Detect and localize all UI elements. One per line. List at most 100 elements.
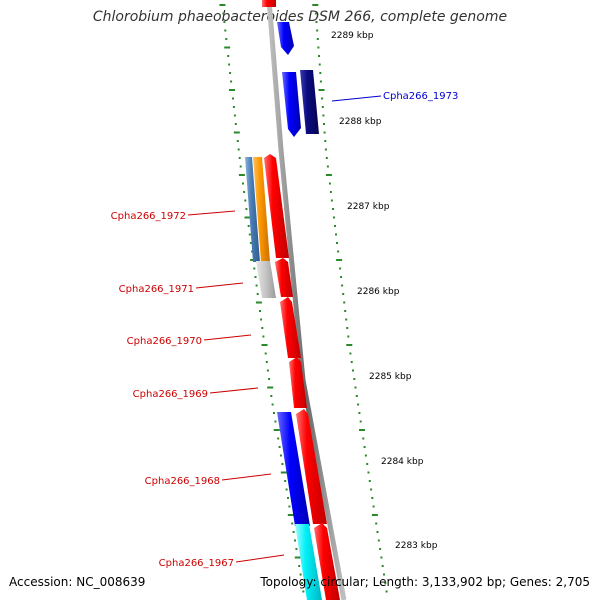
outer-tick	[319, 72, 322, 74]
forward-strand-genes	[277, 22, 319, 137]
outer-tick	[324, 148, 327, 151]
reverse-strand-genes	[245, 0, 340, 600]
gene-orange[interactable]	[253, 157, 270, 262]
leader-cpha266-1969	[209, 387, 259, 394]
gene-cpha266-1971[interactable]	[275, 258, 293, 297]
inner-tick	[298, 565, 301, 567]
outer-tick	[362, 437, 365, 440]
label-cpha266-1971[interactable]: Cpha266_1971	[119, 284, 194, 295]
inner-tick	[238, 157, 241, 159]
gene-blue-top[interactable]	[277, 22, 294, 55]
leader-cpha266-1973	[331, 95, 382, 102]
inner-tick	[299, 573, 302, 576]
outer-tick	[372, 505, 375, 508]
inner-tick	[287, 514, 294, 516]
inner-tick	[271, 403, 274, 406]
inner-tick	[265, 361, 268, 363]
gene-cpha266-1968[interactable]	[296, 409, 327, 524]
inner-tick	[242, 182, 244, 185]
label-cpha266-1967[interactable]: Cpha266_1967	[159, 558, 234, 569]
gene-blue-mid[interactable]	[282, 72, 301, 137]
inner-tick	[244, 216, 251, 219]
outer-tick	[349, 352, 352, 355]
inner-tick	[224, 29, 227, 32]
inner-tick	[248, 233, 251, 236]
inner-tick	[295, 548, 298, 550]
outer-tick	[337, 250, 340, 253]
inner-tick	[278, 446, 281, 448]
gene-cpha266-1967[interactable]	[314, 523, 340, 600]
inner-tick	[273, 429, 280, 431]
outer-tick	[354, 386, 357, 389]
outer-tick	[323, 131, 326, 134]
inner-tick	[232, 106, 235, 108]
scale-label-2284: 2284 kbp	[381, 457, 424, 467]
gene-gray[interactable]	[256, 261, 276, 298]
inner-tick	[251, 250, 254, 253]
gene-cpha266-1970[interactable]	[280, 297, 301, 358]
inner-tick	[261, 344, 268, 346]
inner-tick	[261, 327, 264, 329]
inner-tick	[238, 174, 245, 176]
leader-cpha266-1972	[187, 210, 236, 216]
inner-tick	[234, 123, 237, 125]
outer-tick	[371, 497, 374, 499]
label-cpha266-1973[interactable]: Cpha266_1973	[383, 91, 458, 102]
gene-top-red[interactable]	[262, 0, 276, 7]
outer-tick	[315, 21, 318, 23]
label-cpha266-1968[interactable]: Cpha266_1968	[145, 476, 220, 487]
inner-tick	[219, 4, 226, 6]
inner-tick	[243, 191, 246, 193]
gene-cyan[interactable]	[295, 524, 322, 600]
accession-text: Accession: NC_008639	[9, 575, 146, 589]
outer-tick	[325, 157, 328, 159]
scale-label-2287: 2287 kbp	[347, 202, 390, 212]
inner-tick	[260, 318, 263, 321]
outer-tick	[346, 344, 353, 346]
outer-tick	[371, 514, 378, 516]
label-cpha266-1970[interactable]: Cpha266_1970	[127, 336, 202, 347]
inner-tick	[294, 556, 301, 559]
inner-tick	[259, 310, 261, 312]
outer-tick	[318, 55, 320, 57]
outer-tick	[336, 242, 338, 244]
inner-tick	[237, 148, 240, 151]
leader-cpha266-1968	[221, 473, 272, 481]
inner-tick	[223, 21, 226, 23]
outer-tick	[364, 454, 367, 457]
outer-tick	[328, 182, 331, 185]
inner-tick	[281, 463, 284, 465]
label-cpha266-1972[interactable]: Cpha266_1972	[111, 211, 186, 222]
outer-tick	[336, 259, 343, 261]
outer-tick	[355, 395, 358, 397]
inner-tick	[233, 131, 240, 134]
outer-tick	[381, 565, 384, 567]
outer-tick	[343, 301, 346, 304]
outer-tick	[384, 582, 387, 584]
gene-cpha266-1973[interactable]	[300, 70, 319, 134]
gene-steelblue[interactable]	[245, 157, 260, 262]
inner-tick	[285, 488, 288, 491]
gene-cpha266-1972[interactable]	[264, 154, 289, 258]
outer-tick	[318, 89, 325, 91]
inner-tick	[229, 72, 232, 74]
outer-tick	[340, 276, 343, 278]
gene-labels: Cpha266_1973 Cpha266_1972 Cpha266_1971 C…	[111, 91, 459, 569]
outer-tick	[344, 310, 347, 312]
scale-label-2289: 2289 kbp	[331, 31, 374, 41]
gene-cpha266-1969[interactable]	[289, 357, 307, 408]
inner-tick	[222, 12, 225, 15]
label-cpha266-1969[interactable]: Cpha266_1969	[133, 389, 208, 400]
inner-tick	[288, 505, 291, 508]
outer-tick	[312, 4, 319, 6]
inner-tick	[233, 114, 236, 117]
inner-tick	[229, 89, 235, 91]
outer-tick	[358, 412, 361, 414]
inner-tick	[245, 208, 248, 210]
outer-tick	[350, 361, 353, 363]
outer-tick	[377, 539, 380, 542]
inner-tick	[255, 301, 262, 304]
gene-blue-1968-pair[interactable]	[277, 412, 310, 526]
outer-tick	[363, 446, 366, 448]
outer-tick	[376, 531, 379, 533]
